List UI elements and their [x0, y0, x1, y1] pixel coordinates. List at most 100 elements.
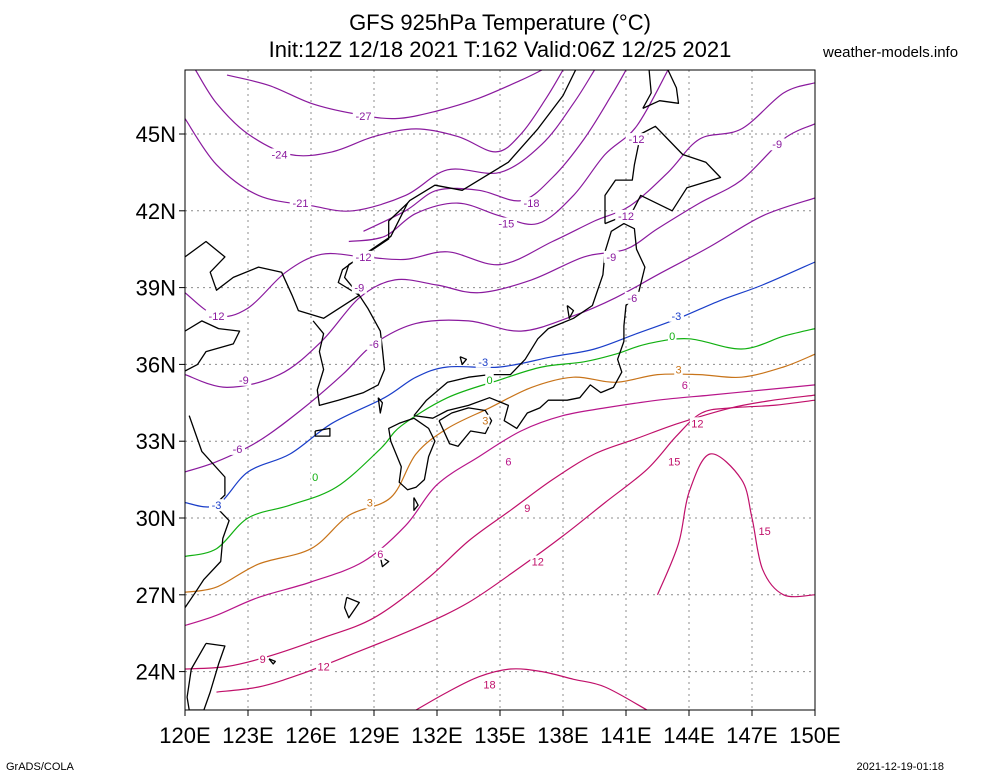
- contour-label-bg: [504, 455, 513, 468]
- generated-timestamp: 2021-12-19-01:18: [856, 761, 944, 773]
- contour-label: -12: [629, 134, 645, 146]
- contour-label-bg: [289, 197, 312, 210]
- coastline-oki: [459, 356, 468, 366]
- contour-label: -12: [618, 211, 634, 223]
- grads-credit: GrADS/COLA: [6, 761, 74, 773]
- contour-line-12: [216, 399, 815, 693]
- contour-label-bg: [258, 652, 267, 665]
- lat-tick-label: 30N: [136, 506, 176, 531]
- contour-label: -6: [369, 339, 379, 351]
- contour-line-9: [185, 394, 815, 670]
- coastline-okinawa: [343, 596, 360, 619]
- lon-tick-label: 120E: [159, 723, 210, 748]
- lon-tick-label: 135E: [474, 723, 525, 748]
- contour-line-15: [656, 453, 815, 598]
- contour-label-bg: [625, 133, 648, 146]
- coastline-taiwan: [186, 642, 226, 710]
- site-credit: weather-models.info: [823, 44, 959, 61]
- lat-tick-label: 33N: [136, 429, 176, 454]
- contour-label-bg: [376, 547, 385, 560]
- contour-label: 12: [532, 557, 544, 569]
- contour-label-bg: [268, 148, 291, 161]
- contour-label: -27: [356, 111, 372, 123]
- contour-label: -3: [478, 357, 488, 369]
- coastline-china-east: [185, 415, 230, 608]
- lon-tick-label: 150E: [789, 723, 840, 748]
- contour-label-bg: [366, 337, 382, 350]
- coastline-tanegashima: [413, 497, 419, 511]
- contour-label: -18: [524, 198, 540, 210]
- contour-line--9: [185, 123, 815, 389]
- contour-label-bg: [495, 217, 518, 230]
- contour-label-bg: [230, 442, 245, 455]
- contour-line-6: [185, 384, 815, 627]
- coastline-mainland: [185, 70, 577, 319]
- contour-label-bg: [666, 455, 682, 468]
- contour-label: 3: [482, 416, 488, 428]
- contour-label: 12: [691, 418, 703, 430]
- contour-label: -24: [272, 149, 288, 161]
- contour-label: 12: [317, 661, 329, 673]
- axis-ticks: 120E 123E 126E 129E 132E 135E 138E 141E 144E 147E…: [136, 122, 841, 748]
- contour-label: -21: [293, 198, 309, 210]
- contour-line--27: [226, 70, 543, 120]
- contour-label-bg: [667, 330, 677, 343]
- contour-label-bg: [365, 496, 375, 509]
- lon-tick-label: 138E: [537, 723, 588, 748]
- contour-label: 3: [675, 365, 681, 377]
- coastline-tsushima: [377, 397, 384, 414]
- contour-labels: -27 -24 -21 -18 -15 -12 -12 -12 -12 -9 -9 -9 -9 -6 -6 -…: [205, 110, 785, 691]
- contour-label: 0: [669, 331, 675, 343]
- contour-line--12: [185, 82, 815, 318]
- contour-label: 6: [377, 549, 383, 561]
- map-title: GFS 925hPa Temperature (°C): [349, 10, 651, 35]
- contour-label-bg: [316, 660, 332, 673]
- contour-label-bg: [310, 471, 320, 484]
- contour-label-bg: [624, 291, 640, 304]
- coastline-jeju: [314, 427, 331, 437]
- contour-label: 18: [483, 679, 495, 691]
- lon-tick-label: 123E: [222, 723, 273, 748]
- lat-tick-label: 42N: [136, 199, 176, 224]
- contour-label-bg: [485, 373, 494, 386]
- contour-label: -3: [212, 500, 222, 512]
- lon-tick-label: 132E: [411, 723, 462, 748]
- contour-label-bg: [668, 309, 684, 322]
- lon-tick-label: 126E: [285, 723, 336, 748]
- lon-tick-label: 144E: [663, 723, 714, 748]
- coastline-honshu: [413, 222, 646, 430]
- contour-label: 15: [758, 526, 770, 538]
- contour-label-bg: [351, 281, 367, 294]
- contour-label-bg: [757, 524, 773, 537]
- coastline-sado: [566, 304, 575, 319]
- coastline-korea: [312, 202, 409, 407]
- contour-label-bg: [769, 138, 785, 151]
- lon-tick-label: 129E: [348, 723, 399, 748]
- coastline-sakishima: [268, 658, 276, 665]
- contour-label-bg: [520, 197, 543, 210]
- contour-label-bg: [236, 373, 252, 386]
- contour-line-18: [415, 668, 648, 710]
- contour-label: 3: [367, 498, 373, 510]
- map-subtitle: Init:12Z 12/18 2021 T:162 Valid:06Z 12/2…: [268, 37, 732, 62]
- contour-label-bg: [482, 678, 497, 691]
- contour-line--21: [185, 70, 596, 212]
- contour-label-bg: [481, 414, 490, 427]
- contour-line-3: [185, 353, 815, 593]
- contour-label: 0: [486, 375, 492, 387]
- lat-tick-label: 36N: [136, 352, 176, 377]
- contour-label: -6: [233, 444, 243, 456]
- grid-lines: [185, 70, 815, 710]
- coastlines: [185, 70, 722, 710]
- contour-label: -9: [354, 283, 364, 295]
- coastline-shikoku: [438, 407, 493, 447]
- lat-tick-label: 39N: [136, 276, 176, 301]
- contour-label: -12: [356, 252, 372, 264]
- contour-label: -6: [627, 293, 637, 305]
- contour-label-bg: [475, 355, 491, 368]
- contour-label: -9: [239, 375, 249, 387]
- lat-tick-label: 45N: [136, 122, 176, 147]
- contour-line--15: [348, 70, 669, 243]
- contour-label-bg: [530, 555, 546, 568]
